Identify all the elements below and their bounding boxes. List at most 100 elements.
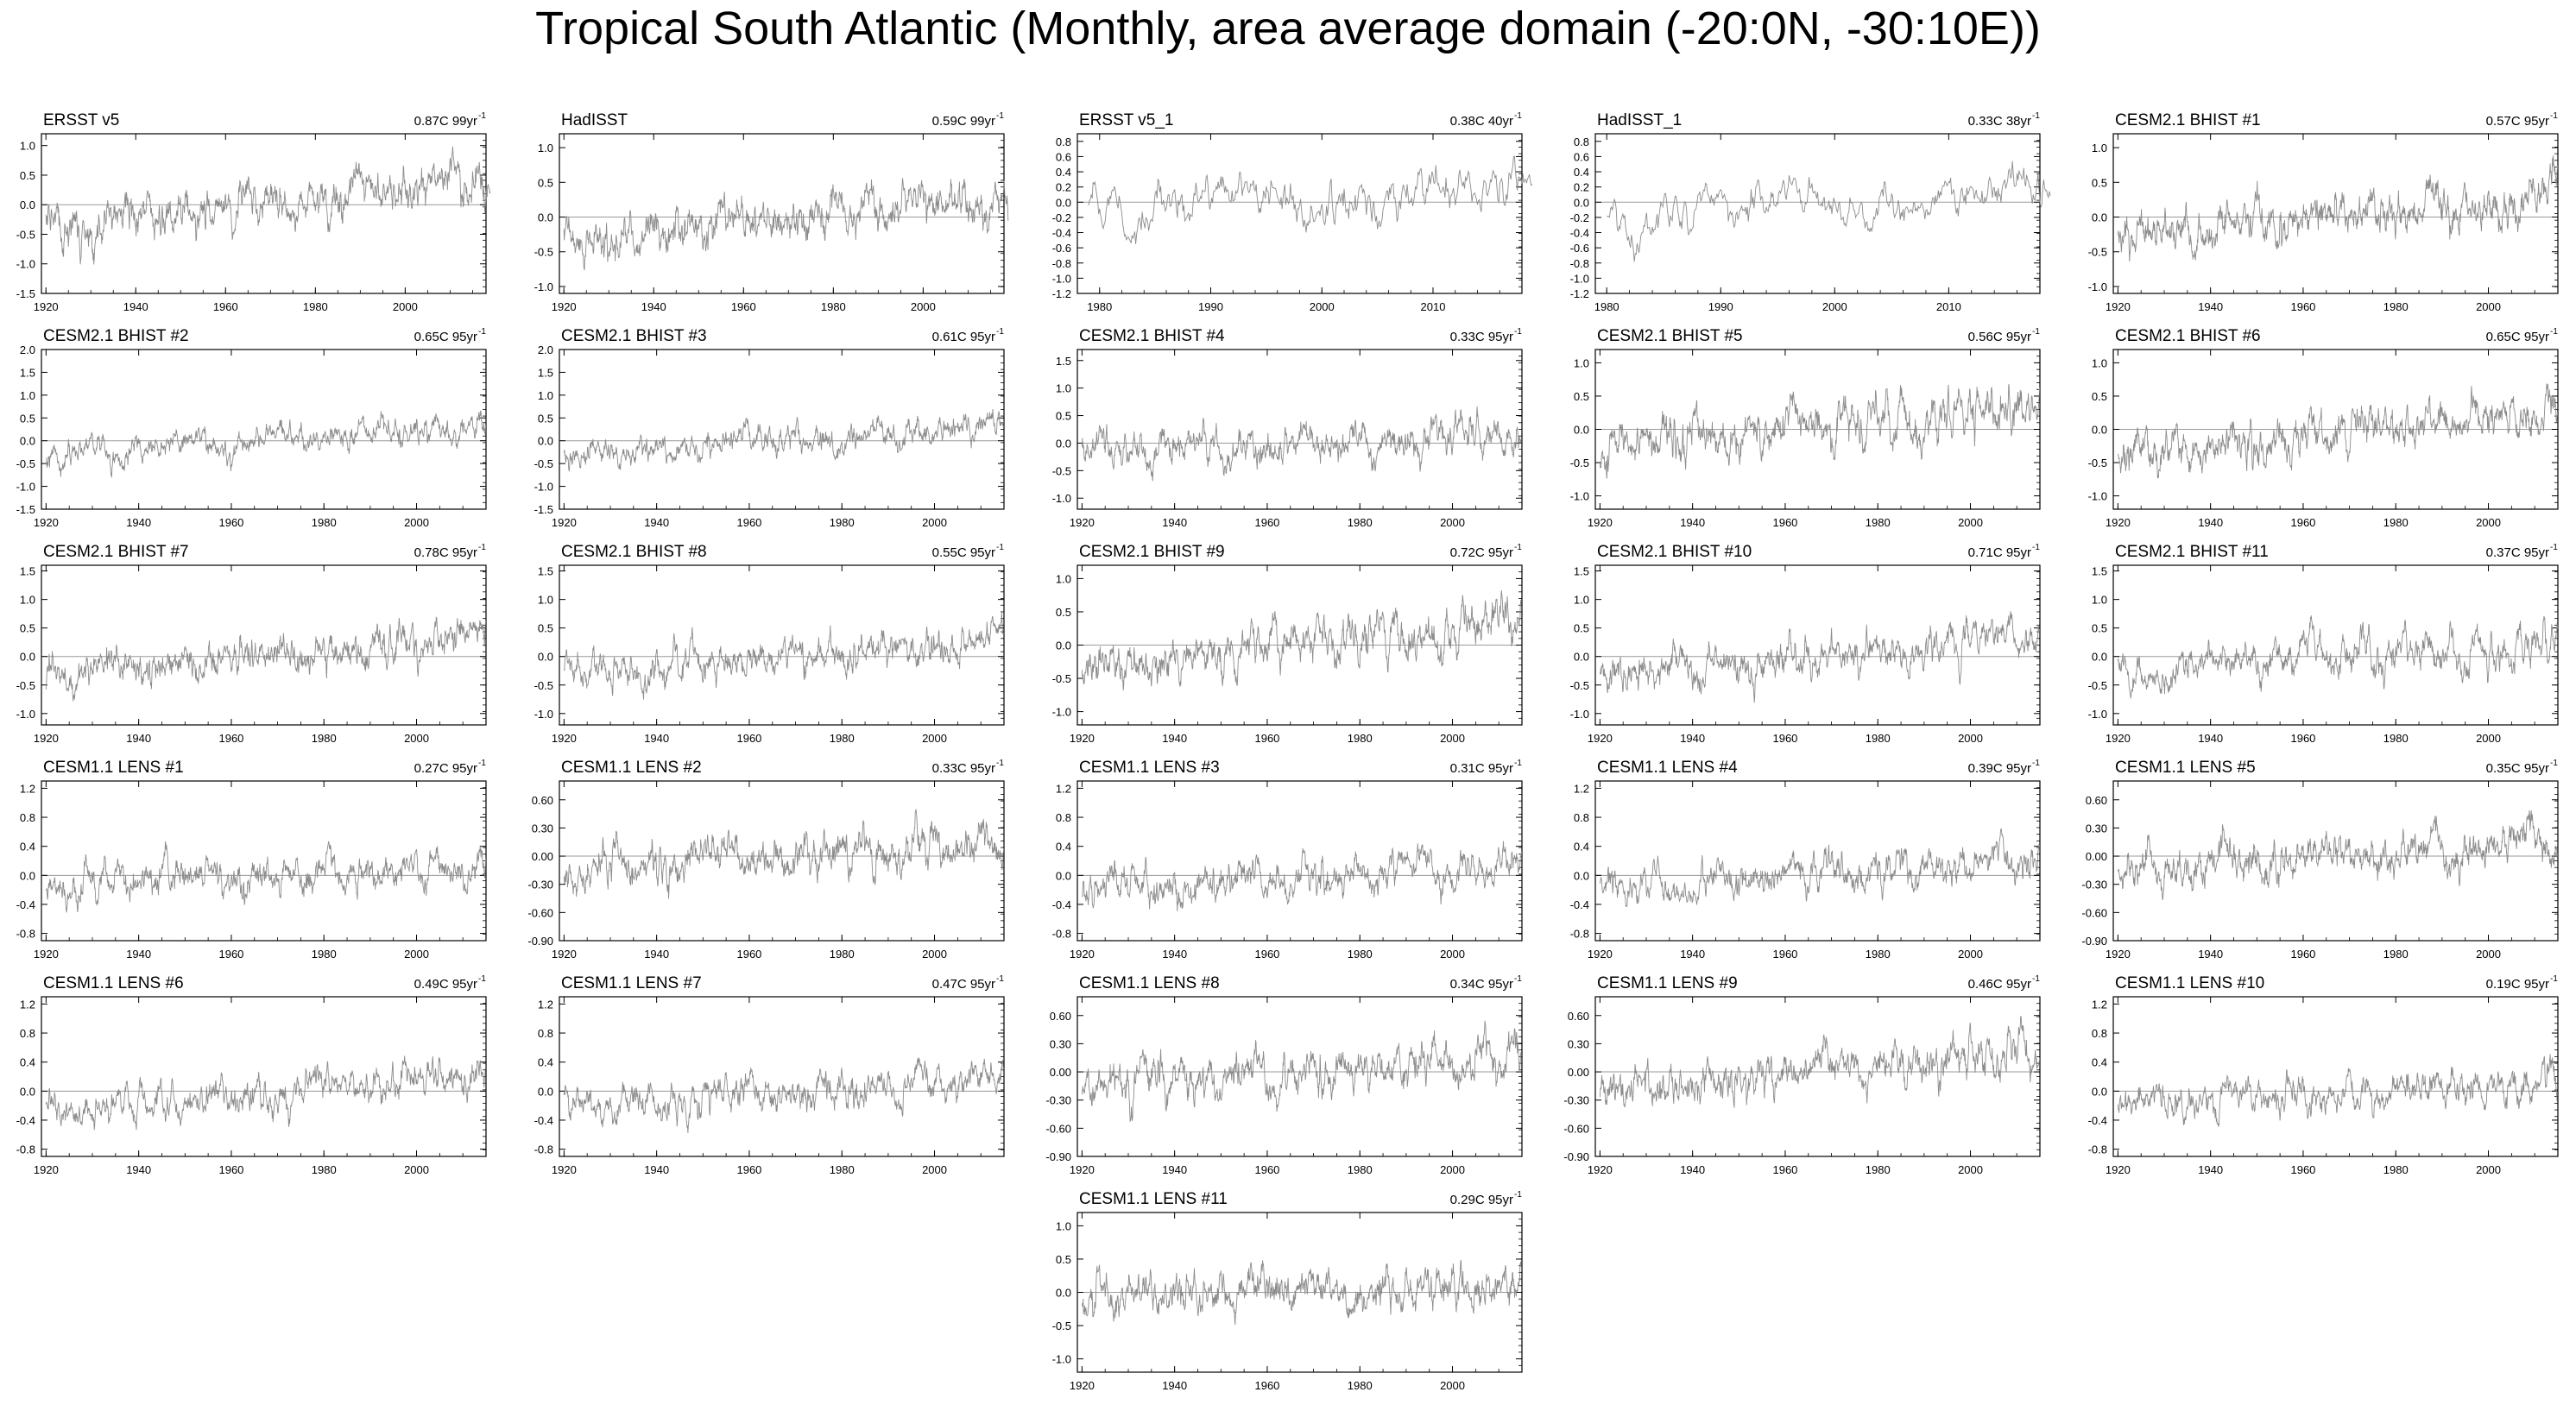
y-tick-label: 0.5 <box>20 622 35 635</box>
x-tick-label: 1940 <box>1162 516 1187 529</box>
x-tick-label: 2000 <box>922 516 947 529</box>
chart-svg: CESM2.1 BHIST #2 0.65C 95yr -1 2.0 1.5 1.0 0.5… <box>16 327 487 529</box>
y-tick-label: -0.4 <box>1052 227 1071 240</box>
series-line <box>46 410 487 478</box>
x-tick-label: 1920 <box>552 948 577 961</box>
chart-panel: CESM2.1 BHIST #5 0.56C 95yr -1 1.0 0.5 0.0 -0.… <box>1554 315 2076 548</box>
y-tick-label: -1.0 <box>1052 706 1071 719</box>
chart-panel: CESM2.1 BHIST #8 0.55C 95yr -1 1.5 1.0 0.5 0.0… <box>518 531 1040 764</box>
y-tick-label: 0.0 <box>20 651 35 664</box>
panel-title: CESM1.1 LENS #4 <box>1597 759 1738 777</box>
y-tick-label: -0.5 <box>1570 457 1589 469</box>
chart-svg: CESM2.1 BHIST #5 0.56C 95yr -1 1.0 0.5 0.0 -0.… <box>1570 327 2041 529</box>
y-tick-label: 0.5 <box>1574 390 1589 403</box>
x-tick-label: 1960 <box>736 1163 761 1176</box>
y-tick-label: -1.5 <box>534 503 553 516</box>
y-tick-label: 1.2 <box>1056 782 1071 795</box>
x-tick-label: 1960 <box>736 516 761 529</box>
y-tick-label: 0.0 <box>2092 424 2107 437</box>
x-tick-label: 1920 <box>2106 300 2131 313</box>
chart-svg: ERSST v5_1 0.38C 40yr -1 0.8 0.6 0.4 0.2 0.0 -0.… <box>1052 111 1533 313</box>
y-tick-label: 0.60 <box>1050 1010 1071 1023</box>
x-tick-label: 1960 <box>1254 516 1279 529</box>
x-tick-label: 1960 <box>1772 1163 1797 1176</box>
x-tick-label: 1960 <box>218 732 243 745</box>
y-tick-label: 0.30 <box>1050 1037 1071 1050</box>
trend-superscript: -1 <box>996 111 1004 121</box>
trend-superscript: -1 <box>2032 327 2040 337</box>
x-tick-label: 1920 <box>34 516 59 529</box>
series-line <box>2117 809 2559 900</box>
plot-frame <box>41 133 487 294</box>
trend-label: 0.59C 99yr <box>932 114 995 129</box>
trend-label: 0.55C 95yr <box>932 545 995 560</box>
series-line <box>1599 611 2041 703</box>
trend-superscript: -1 <box>2550 974 2558 984</box>
chart-svg: CESM1.1 LENS #2 0.33C 95yr -1 0.60 0.30 0.00 -… <box>527 759 1005 961</box>
y-tick-label: 0.5 <box>20 412 35 425</box>
series-line <box>563 809 1005 899</box>
y-tick-label: 0.5 <box>1574 622 1589 635</box>
y-tick-label: 0.0 <box>1056 869 1071 882</box>
panel-title: ERSST v5_1 <box>1079 111 1173 129</box>
y-tick-label: -1.0 <box>2088 280 2107 293</box>
chart-panel: CESM1.1 LENS #5 0.35C 95yr -1 0.60 0.30 0.00 -… <box>2072 746 2576 980</box>
y-tick-label: -1.0 <box>534 708 553 721</box>
y-tick-label: -0.90 <box>527 935 553 948</box>
series-line <box>563 178 1009 271</box>
x-tick-label: 1920 <box>552 300 577 313</box>
y-tick-label: -0.4 <box>2088 1114 2107 1127</box>
x-tick-label: 1940 <box>2198 300 2223 313</box>
y-tick-label: 0.5 <box>1056 410 1071 423</box>
chart-svg: CESM1.1 LENS #1 0.27C 95yr -1 1.2 0.8 0.4 0.0 -… <box>16 759 487 961</box>
trend-label: 0.78C 95yr <box>414 545 477 560</box>
x-tick-label: 2000 <box>1822 300 1847 313</box>
chart-svg: CESM2.1 BHIST #9 0.72C 95yr -1 1.0 0.5 0.0 -0.… <box>1052 543 1523 745</box>
chart-panel: CESM2.1 BHIST #4 0.33C 95yr -1 1.5 1.0 0.5 0.0… <box>1036 315 1558 548</box>
x-tick-label: 2000 <box>1958 1163 1983 1176</box>
panel-title: CESM2.1 BHIST #9 <box>1079 543 1225 561</box>
y-tick-label: -1.0 <box>1052 272 1071 285</box>
x-tick-label: 1940 <box>1162 1379 1187 1392</box>
panel-title: CESM1.1 LENS #3 <box>1079 759 1220 777</box>
trend-superscript: -1 <box>2550 759 2558 768</box>
x-tick-label: 2000 <box>393 300 418 313</box>
x-tick-label: 1980 <box>1348 1163 1373 1176</box>
trend-superscript: -1 <box>2550 111 2558 121</box>
panel-title: CESM1.1 LENS #7 <box>561 974 702 992</box>
x-tick-label: 1940 <box>2198 948 2223 961</box>
y-tick-label: 0.0 <box>2092 651 2107 664</box>
y-tick-label: -0.6 <box>1570 242 1589 255</box>
y-tick-label: 1.0 <box>1056 382 1071 395</box>
panel-title: HadISST_1 <box>1597 111 1682 129</box>
y-tick-label: 0.2 <box>1056 181 1071 194</box>
plot-frame <box>1594 996 2041 1157</box>
chart-panel: CESM1.1 LENS #9 0.46C 95yr -1 0.60 0.30 0.00 -… <box>1554 962 2076 1195</box>
y-tick-label: 0.4 <box>1056 166 1071 179</box>
y-tick-label: 1.2 <box>2092 998 2107 1011</box>
y-tick-label: 0.8 <box>1574 135 1589 148</box>
x-tick-label: 1940 <box>1162 732 1187 745</box>
plot-frame <box>1076 780 1523 942</box>
x-tick-label: 1940 <box>1680 1163 1705 1176</box>
series-line <box>1599 384 2041 479</box>
panel-title: CESM1.1 LENS #11 <box>1079 1190 1228 1208</box>
x-tick-label: 1920 <box>2106 948 2131 961</box>
trend-superscript: -1 <box>996 543 1004 552</box>
y-tick-label: 1.0 <box>538 594 553 607</box>
x-tick-label: 1960 <box>218 516 243 529</box>
y-tick-label: 0.8 <box>20 1027 35 1040</box>
chart-svg: HadISST_1 0.33C 38yr -1 0.8 0.6 0.4 0.2 0.0 -0.2… <box>1570 111 2051 313</box>
series-line <box>2117 154 2559 262</box>
trend-label: 0.46C 95yr <box>1968 977 2031 992</box>
y-tick-label: 0.0 <box>20 435 35 448</box>
x-tick-label: 1960 <box>2290 516 2315 529</box>
series-line <box>1081 1260 1523 1326</box>
plot-frame <box>1076 349 1523 510</box>
x-tick-label: 1960 <box>2290 1163 2315 1176</box>
y-tick-label: 1.5 <box>2092 565 2107 578</box>
trend-label: 0.19C 95yr <box>2486 977 2549 992</box>
chart-panel: CESM1.1 LENS #7 0.47C 95yr -1 1.2 0.8 0.4 0.0 -… <box>518 962 1040 1195</box>
plot-frame <box>41 780 487 942</box>
